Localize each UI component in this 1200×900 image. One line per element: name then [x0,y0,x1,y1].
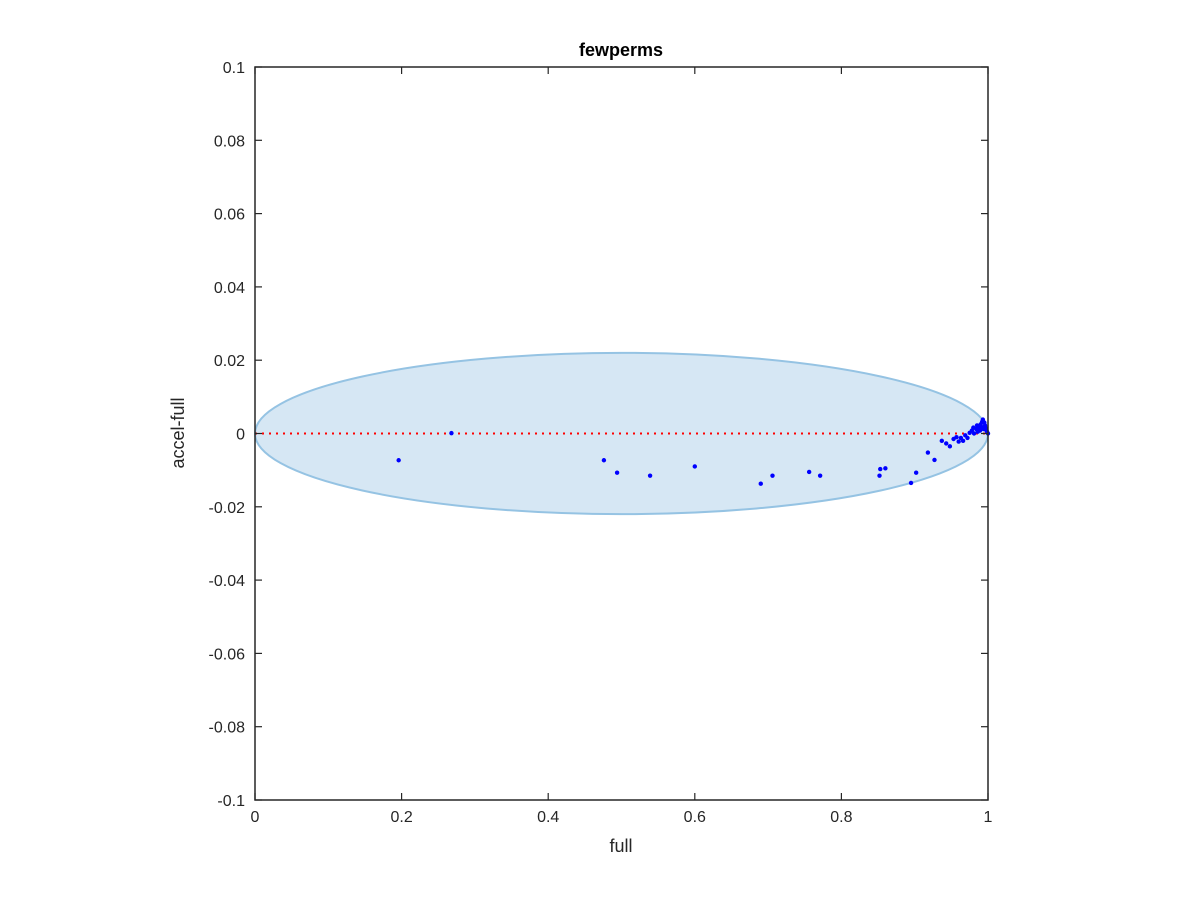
y-tick-label: 0.08 [214,133,245,150]
data-point [396,458,401,463]
x-tick-label: 0 [251,809,260,826]
data-point [601,458,607,463]
x-tick-label: 1 [984,809,993,826]
data-point [647,473,653,478]
data-point [692,464,697,469]
data-point [806,469,812,475]
data-point [956,439,961,444]
data-point [944,441,949,446]
y-tick-label: -0.1 [217,793,245,810]
x-axis-label: full [609,836,632,856]
data-point [883,466,888,471]
data-point [954,434,959,440]
data-point [925,450,931,455]
data-point [449,430,454,436]
x-tick-label: 0.4 [537,809,559,826]
data-point [979,424,984,430]
y-tick-label: -0.04 [209,573,246,590]
data-point [939,438,945,444]
y-axis-label: accel-full [168,397,188,468]
x-tick-label: 0.6 [684,809,706,826]
data-point [908,480,914,486]
y-tick-label: 0.04 [214,280,245,297]
data-point [947,444,953,449]
y-tick-label: 0.1 [223,60,245,77]
x-tick-label: 0.8 [830,809,852,826]
data-point [878,466,883,472]
data-point [971,431,977,436]
data-point [977,428,983,433]
data-point [960,438,966,444]
y-tick-label: -0.08 [209,720,246,737]
data-point [770,473,775,478]
data-point [758,481,763,486]
data-point [932,457,937,463]
y-tick-label: 0.06 [214,207,245,224]
y-tick-label: 0 [236,427,245,444]
data-point [877,473,882,478]
chart-title: fewperms [579,40,663,60]
data-point [971,425,976,430]
y-tick-label: 0.02 [214,353,245,370]
data-point [614,470,620,475]
y-tick-label: -0.06 [209,646,246,663]
data-point [965,435,970,441]
data-point [913,470,919,475]
data-point [974,423,980,428]
y-tick-label: -0.02 [209,500,246,517]
data-point [817,473,823,478]
x-tick-label: 0.2 [390,809,412,826]
